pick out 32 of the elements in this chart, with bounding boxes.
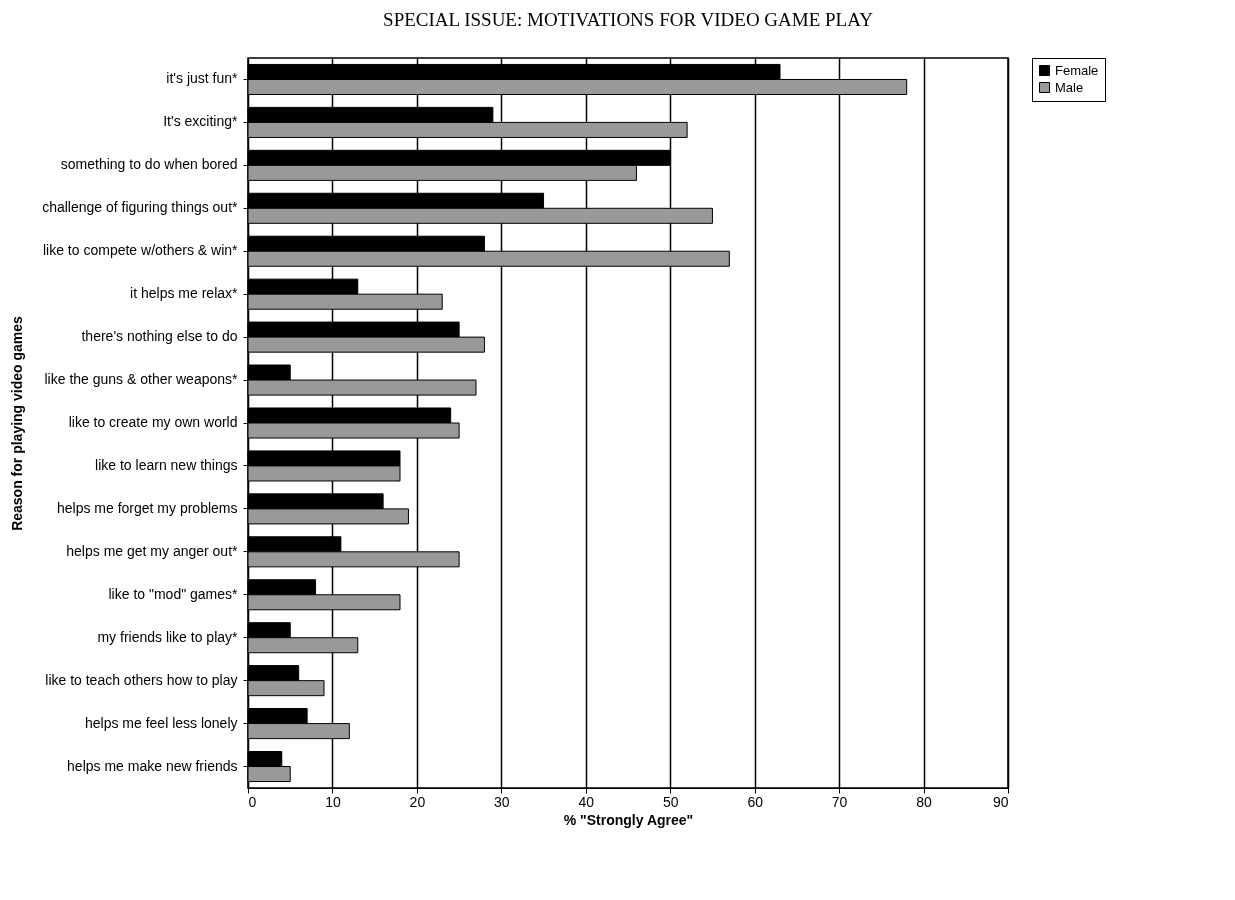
- y-axis-title: Reason for playing video games: [8, 315, 25, 531]
- y-tick-label: helps me make new friends: [67, 757, 238, 774]
- y-tick-label: like the guns & other weapons*: [44, 371, 239, 388]
- x-tick-label: 60: [747, 793, 764, 810]
- y-tick-label: helps me feel less lonely: [84, 714, 238, 731]
- x-tick-label: 70: [831, 793, 848, 810]
- x-tick-label: 40: [578, 793, 595, 810]
- legend-label: Male: [1055, 79, 1084, 95]
- y-tick-label: like to teach others how to play: [45, 671, 238, 688]
- y-tick-label: something to do when bored: [60, 156, 238, 173]
- x-tick-label: 90: [992, 793, 1009, 810]
- y-tick-label: like to learn new things: [95, 456, 238, 473]
- chart-title: SPECIAL ISSUE: MOTIVATIONS FOR VIDEO GAME PLAY: [383, 8, 874, 30]
- x-tick-label: 50: [662, 793, 679, 810]
- y-tick-label: like to "mod" games*: [108, 585, 239, 602]
- y-tick-label: challenge of figuring things out*: [42, 199, 239, 216]
- x-tick-label: 80: [916, 793, 933, 810]
- y-tick-label: it helps me relax*: [130, 285, 239, 302]
- x-tick-label: 10: [325, 793, 341, 810]
- y-tick-label: it's just fun*: [166, 70, 239, 87]
- y-tick-label: helps me forget my problems: [56, 499, 238, 516]
- x-tick-label: 30: [494, 793, 510, 810]
- x-axis-title: % "Strongly Agree": [563, 811, 694, 828]
- y-tick-label: like to compete w/others & win*: [42, 242, 239, 259]
- legend-label: Female: [1055, 62, 1099, 78]
- y-tick-label: my friends like to play*: [97, 628, 239, 645]
- x-tick-label: 0: [248, 793, 257, 810]
- x-tick-label: 20: [409, 793, 426, 810]
- y-tick-label: like to create my own world: [68, 414, 238, 430]
- y-tick-label: It's exciting*: [163, 113, 239, 130]
- y-tick-label: there's nothing else to do: [81, 328, 238, 345]
- y-tick-label: helps me get my anger out*: [66, 542, 239, 559]
